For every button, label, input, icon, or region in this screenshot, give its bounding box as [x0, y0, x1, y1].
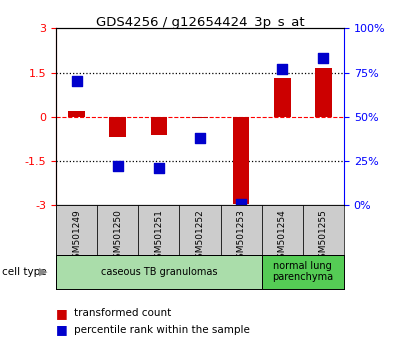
- Text: GSM501251: GSM501251: [154, 209, 163, 264]
- Text: GSM501253: GSM501253: [237, 209, 246, 264]
- Bar: [220, 205, 262, 255]
- Bar: [262, 205, 303, 255]
- Bar: [56, 255, 262, 289]
- Text: GSM501252: GSM501252: [196, 209, 204, 264]
- Bar: [262, 255, 344, 289]
- Bar: [138, 205, 180, 255]
- Bar: [303, 205, 344, 255]
- Point: [279, 66, 286, 72]
- Bar: [192, 117, 208, 118]
- Text: percentile rank within the sample: percentile rank within the sample: [74, 325, 250, 335]
- Text: normal lung
parenchyma: normal lung parenchyma: [272, 261, 334, 282]
- Text: GSM501249: GSM501249: [72, 209, 81, 264]
- Text: caseous TB granulomas: caseous TB granulomas: [101, 267, 217, 277]
- Bar: [180, 205, 220, 255]
- Bar: [151, 117, 167, 135]
- Text: GSM501254: GSM501254: [278, 209, 287, 264]
- Text: cell type: cell type: [2, 267, 47, 277]
- Point: [73, 79, 80, 84]
- Bar: [110, 117, 126, 137]
- Point: [197, 135, 203, 141]
- Point: [114, 164, 121, 169]
- Bar: [68, 111, 85, 117]
- Text: GDS4256 / g12654424_3p_s_at: GDS4256 / g12654424_3p_s_at: [96, 16, 304, 29]
- Text: ▶: ▶: [39, 267, 48, 277]
- Bar: [97, 205, 138, 255]
- Text: transformed count: transformed count: [74, 308, 171, 318]
- Text: ■: ■: [56, 307, 68, 320]
- Bar: [315, 68, 332, 117]
- Point: [156, 165, 162, 171]
- Text: ■: ■: [56, 324, 68, 336]
- Bar: [274, 79, 290, 117]
- Text: GSM501255: GSM501255: [319, 209, 328, 264]
- Bar: [56, 205, 97, 255]
- Point: [320, 56, 327, 61]
- Bar: [233, 117, 249, 204]
- Text: GSM501250: GSM501250: [113, 209, 122, 264]
- Point: [238, 201, 244, 206]
